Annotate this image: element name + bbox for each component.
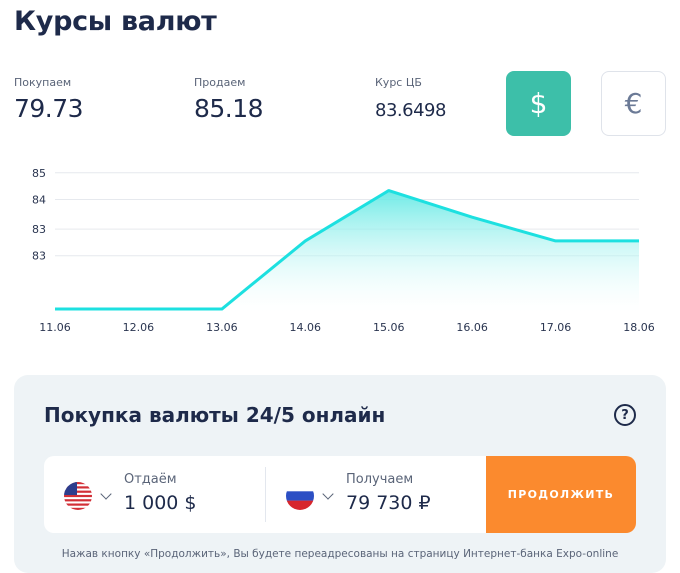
buy-rate: Покупаем 79.73 — [14, 76, 84, 123]
x-tick-label: 16.06 — [456, 321, 488, 334]
exchange-form: Отдаём 1 000 $ Получаем 79 730 ₽ ПРОДОЛЖ… — [44, 456, 636, 533]
page-title: Курсы валют — [14, 6, 217, 37]
x-tick-label: 14.06 — [290, 321, 322, 334]
eur-currency-button[interactable]: € — [601, 71, 666, 136]
cb-rate-label: Курс ЦБ — [375, 76, 422, 89]
give-amount[interactable]: 1 000 $ — [124, 492, 197, 514]
y-tick-label: 84 — [32, 193, 46, 206]
cb-rate-value: 83.6498 — [375, 100, 446, 121]
chart-area — [55, 190, 639, 312]
chevron-down-icon[interactable] — [322, 488, 334, 500]
chart-line — [55, 189, 639, 311]
x-tick-label: 13.06 — [206, 321, 238, 334]
field-divider — [265, 467, 266, 522]
give-label: Отдаём — [124, 472, 177, 487]
receive-currency-field[interactable]: Получаем 79 730 ₽ — [266, 456, 486, 533]
x-tick-label: 15.06 — [373, 321, 405, 334]
sell-rate-value: 85.18 — [194, 94, 264, 123]
us-flag-icon — [64, 482, 92, 510]
purchase-panel: Покупка валюты 24/5 онлайн ? Отдаём 1 0 — [14, 375, 666, 573]
euro-icon: € — [624, 87, 643, 120]
sell-rate-label: Продаем — [194, 76, 246, 89]
sell-rate: Продаем 85.18 — [194, 76, 264, 123]
cb-rate: Курс ЦБ 83.6498 — [375, 76, 446, 121]
chevron-down-icon[interactable] — [100, 488, 112, 500]
receive-amount: 79 730 ₽ — [346, 492, 431, 514]
purchase-title: Покупка валюты 24/5 онлайн — [44, 403, 386, 427]
rate-chart: 85 84 83 83 11.06 12.06 13.06 14.06 15.06 16.06 1… — [32, 167, 655, 334]
x-tick-label: 11.06 — [39, 321, 71, 334]
y-tick-label: 85 — [32, 167, 46, 180]
y-tick-label: 83 — [32, 223, 46, 236]
usd-currency-button[interactable]: $ — [506, 71, 571, 136]
x-tick-label: 17.06 — [540, 321, 572, 334]
receive-label: Получаем — [346, 472, 414, 487]
dollar-icon: $ — [529, 87, 548, 120]
x-tick-label: 12.06 — [123, 321, 155, 334]
redirect-note: Нажав кнопку «Продолжить», Вы будете пер… — [61, 548, 619, 560]
y-tick-label: 83 — [32, 250, 46, 263]
ru-flag-icon — [286, 482, 314, 510]
continue-button[interactable]: ПРОДОЛЖИТЬ — [486, 456, 636, 533]
x-tick-label: 18.06 — [623, 321, 655, 334]
buy-rate-value: 79.73 — [14, 94, 84, 123]
question-circle-icon[interactable]: ? — [614, 404, 636, 426]
give-currency-field[interactable]: Отдаём 1 000 $ — [44, 456, 265, 533]
buy-rate-label: Покупаем — [14, 76, 72, 89]
